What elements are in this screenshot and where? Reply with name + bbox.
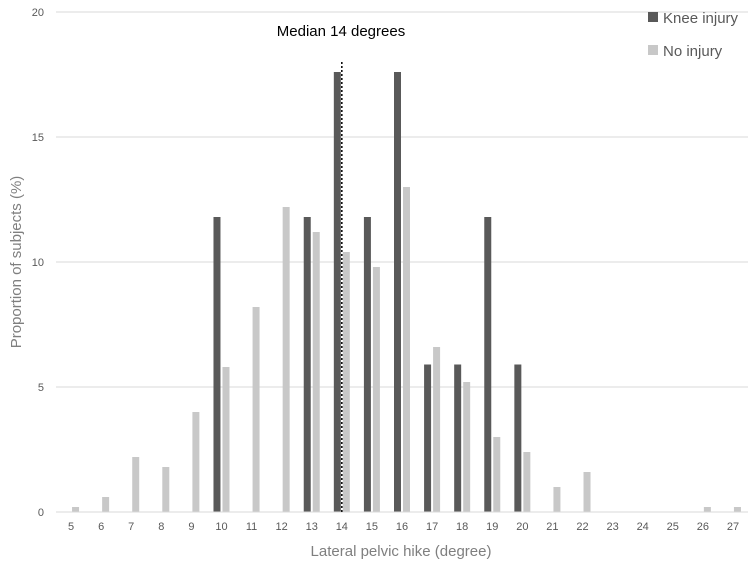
x-tick-label-22: 22	[576, 521, 588, 533]
x-tick-label-8: 8	[158, 521, 164, 533]
x-tick-label-5: 5	[68, 521, 74, 533]
bar-no-injury-16	[403, 187, 410, 512]
axes: 0 5 10 15 20 5 6 7 8 9 10 11 12 13 14 15 16 17 18 19 20 21 22 2…	[32, 7, 748, 533]
x-tick-label-26: 26	[697, 521, 709, 533]
y-tick-label-0: 0	[38, 507, 44, 519]
bar-no-injury-22	[583, 472, 591, 512]
x-tick-label-25: 25	[667, 521, 679, 533]
bar-no-injury-17	[433, 347, 441, 512]
bar-knee-injury-18	[454, 364, 462, 512]
x-tick-label-23: 23	[606, 521, 618, 533]
y-tick-label-20: 20	[32, 7, 44, 19]
bar-no-injury-20	[523, 452, 531, 512]
x-axis-title: Lateral pelvic hike (degree)	[311, 543, 492, 560]
x-tick-label-16: 16	[396, 521, 408, 533]
y-tick-label-15: 15	[32, 132, 44, 144]
bar-knee-injury-17	[424, 364, 432, 512]
x-tick-label-12: 12	[276, 521, 288, 533]
y-axis-title: Proportion of subjects (%)	[8, 176, 25, 349]
legend-label-no-injury: No injury	[663, 43, 723, 60]
bar-knee-injury-10	[213, 217, 221, 512]
x-tick-label-15: 15	[366, 521, 378, 533]
bar-no-injury-5	[72, 507, 80, 512]
bar-no-injury-21	[553, 487, 561, 512]
legend-swatch-no-injury	[648, 45, 658, 55]
bar-no-injury-8	[162, 467, 170, 512]
y-tick-label-5: 5	[38, 382, 44, 394]
bar-no-injury-19	[493, 437, 501, 512]
bar-no-injury-26	[703, 507, 711, 512]
x-tick-label-13: 13	[306, 521, 318, 533]
bar-no-injury-18	[463, 382, 471, 512]
x-tick-label-6: 6	[98, 521, 104, 533]
x-tick-label-11: 11	[246, 521, 257, 533]
bar-no-injury-14	[342, 252, 350, 512]
bar-knee-injury-20	[514, 364, 522, 512]
gridlines	[56, 11, 748, 513]
legend-label-knee-injury: Knee injury	[663, 10, 739, 27]
bar-no-injury-13	[312, 232, 320, 512]
x-tick-label-19: 19	[486, 521, 498, 533]
x-tick-label-27: 27	[727, 521, 739, 533]
bar-no-injury-10	[222, 367, 230, 512]
x-tick-label-14: 14	[336, 521, 348, 533]
bar-no-injury-15	[372, 267, 380, 512]
x-tick-label-21: 21	[546, 521, 558, 533]
legend-swatch-knee-injury	[648, 12, 658, 22]
bar-no-injury-12	[282, 207, 290, 512]
bar-knee-injury-15	[363, 217, 371, 512]
bar-knee-injury-13	[303, 217, 311, 512]
x-tick-label-7: 7	[128, 521, 134, 533]
bar-no-injury-11	[252, 307, 260, 512]
x-tick-label-18: 18	[456, 521, 468, 533]
x-tick-label-10: 10	[215, 521, 227, 533]
bar-knee-injury-14	[333, 72, 341, 512]
bar-knee-injury-19	[484, 217, 492, 512]
x-tick-label-20: 20	[516, 521, 528, 533]
median-annotation: Median 14 degrees	[277, 23, 405, 40]
x-tick-label-9: 9	[188, 521, 194, 533]
bar-knee-injury-16	[394, 72, 401, 512]
x-tick-label-24: 24	[637, 521, 649, 533]
bar-no-injury-9	[192, 412, 200, 512]
bar-no-injury-27	[733, 507, 741, 512]
legend: Knee injury No injury	[648, 10, 739, 60]
bar-no-injury-7	[132, 457, 140, 512]
bars	[72, 72, 741, 512]
x-tick-label-17: 17	[426, 521, 438, 533]
y-tick-label-10: 10	[32, 257, 44, 269]
bar-no-injury-6	[102, 497, 110, 512]
annotations: Median 14 degrees	[277, 23, 405, 512]
